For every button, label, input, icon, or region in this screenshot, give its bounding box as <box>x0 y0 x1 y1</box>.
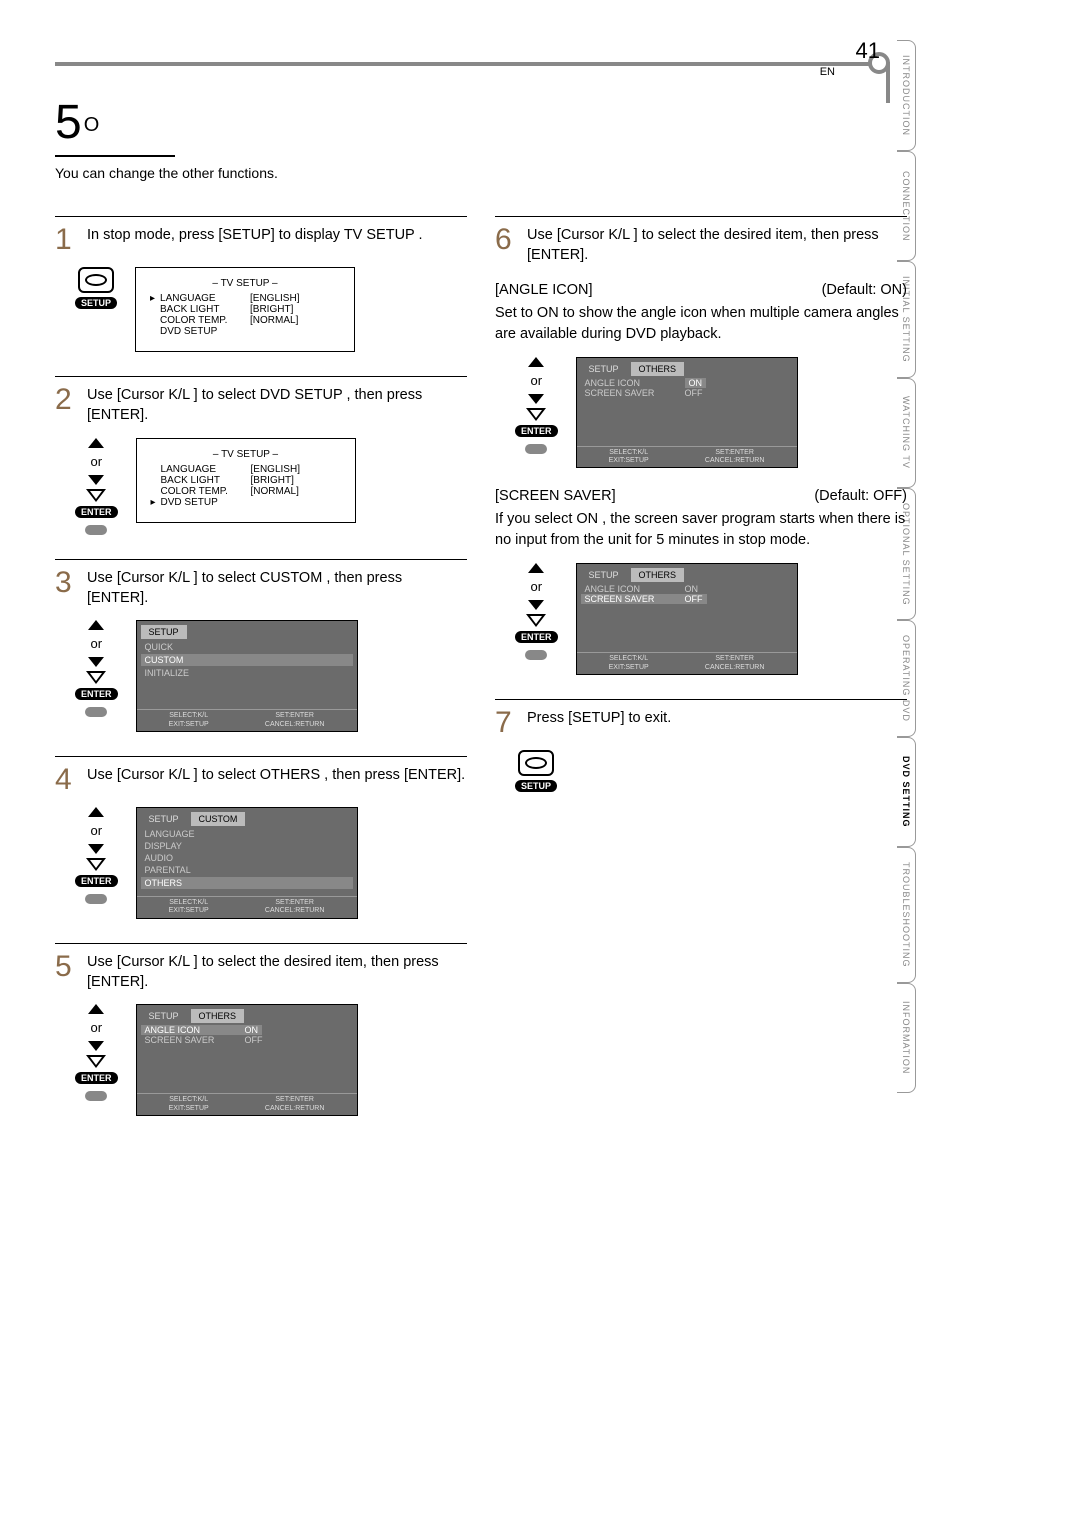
screen-saver-info: [SCREEN SAVER] (Default: OFF) If you sel… <box>495 486 907 551</box>
osd-tv-setup: – TV SETUP –▸LANGUAGE[ENGLISH]BACK LIGHT… <box>135 267 355 352</box>
step-number: 2 <box>55 385 77 415</box>
step-number: 3 <box>55 568 77 598</box>
osd-custom-others: SETUPCUSTOMLANGUAGEDISPLAYAUDIOPARENTALO… <box>136 807 358 919</box>
section-description: You can change the other functions. <box>55 165 278 181</box>
angle-icon-title: [ANGLE ICON] <box>495 280 593 301</box>
step-6: 6 Use [Cursor K/L ] to select the desire… <box>495 216 907 675</box>
remote-nav-icon: or ENTER <box>75 807 118 904</box>
step-7: 7 Press [SETUP] to exit. SETUP <box>495 699 907 792</box>
step-number: 1 <box>55 225 77 255</box>
remote-nav-icon: or ENTER <box>515 563 558 660</box>
angle-icon-default: (Default: ON) <box>822 280 907 301</box>
column-left: 1 In stop mode, press [SETUP] to display… <box>55 210 467 1140</box>
setup-label: SETUP <box>75 297 117 309</box>
remote-nav-icon: or ENTER <box>515 357 558 454</box>
osd-tv-setup-dvd: – TV SETUP –LANGUAGE[ENGLISH]BACK LIGHT[… <box>136 438 356 523</box>
screen-saver-body: If you select ON , the screen saver prog… <box>495 509 907 551</box>
section-number: 5O <box>55 95 105 150</box>
step-number: 7 <box>495 708 517 738</box>
page-number: 41 <box>856 38 880 64</box>
step-text: Press [SETUP] to exit. <box>527 708 671 728</box>
column-right: 6 Use [Cursor K/L ] to select the desire… <box>495 210 907 1140</box>
osd-screen-saver: SETUPOTHERSANGLE ICONONSCREEN SAVEROFFSE… <box>576 563 798 675</box>
setup-button-icon: SETUP <box>75 267 117 309</box>
angle-icon-body: Set to ON to show the angle icon when mu… <box>495 303 907 345</box>
step-number: 4 <box>55 765 77 795</box>
step-4: 4 Use [Cursor K/L ] to select OTHERS , t… <box>55 756 467 919</box>
step-text: Use [Cursor K/L ] to select the desired … <box>527 225 907 266</box>
step-5: 5 Use [Cursor K/L ] to select the desire… <box>55 943 467 1116</box>
remote-nav-icon: or ENTER <box>75 620 118 717</box>
osd-others-angle: SETUPOTHERSANGLE ICONONSCREEN SAVEROFFSE… <box>136 1004 358 1116</box>
enter-label: ENTER <box>75 506 118 518</box>
step-text: Use [Cursor K/L ] to select the desired … <box>87 952 467 993</box>
osd-angle-on: SETUPOTHERSANGLE ICONONSCREEN SAVEROFFSE… <box>576 357 798 469</box>
page-language: EN <box>820 66 835 78</box>
step-text: Use [Cursor K/L ] to select OTHERS , the… <box>87 765 465 785</box>
step-2: 2 Use [Cursor K/L ] to select DVD SETUP … <box>55 376 467 535</box>
step-text: Use [Cursor K/L ] to select CUSTOM , the… <box>87 568 467 609</box>
screen-saver-default: (Default: OFF) <box>814 486 907 507</box>
side-tab: INTRODUCTION <box>897 40 916 151</box>
step-number: 6 <box>495 225 517 255</box>
header-rule <box>55 62 890 66</box>
step-1: 1 In stop mode, press [SETUP] to display… <box>55 216 467 352</box>
screen-saver-title: [SCREEN SAVER] <box>495 486 616 507</box>
step-text: Use [Cursor K/L ] to select DVD SETUP , … <box>87 385 467 426</box>
osd-setup-custom: SETUPQUICKCUSTOMINITIALIZESELECT:K/LEXIT… <box>136 620 358 732</box>
remote-nav-icon: or ENTER <box>75 438 118 535</box>
section-number-digit: 5 <box>55 96 84 149</box>
step-number: 5 <box>55 952 77 982</box>
setup-button-icon: SETUP <box>515 750 557 792</box>
angle-icon-info: [ANGLE ICON] (Default: ON) Set to ON to … <box>495 280 907 345</box>
section-underline <box>55 155 175 157</box>
step-text: In stop mode, press [SETUP] to display T… <box>87 225 423 245</box>
section-number-sub: O <box>84 114 106 136</box>
remote-nav-icon: or ENTER <box>75 1004 118 1101</box>
step-3: 3 Use [Cursor K/L ] to select CUSTOM , t… <box>55 559 467 732</box>
